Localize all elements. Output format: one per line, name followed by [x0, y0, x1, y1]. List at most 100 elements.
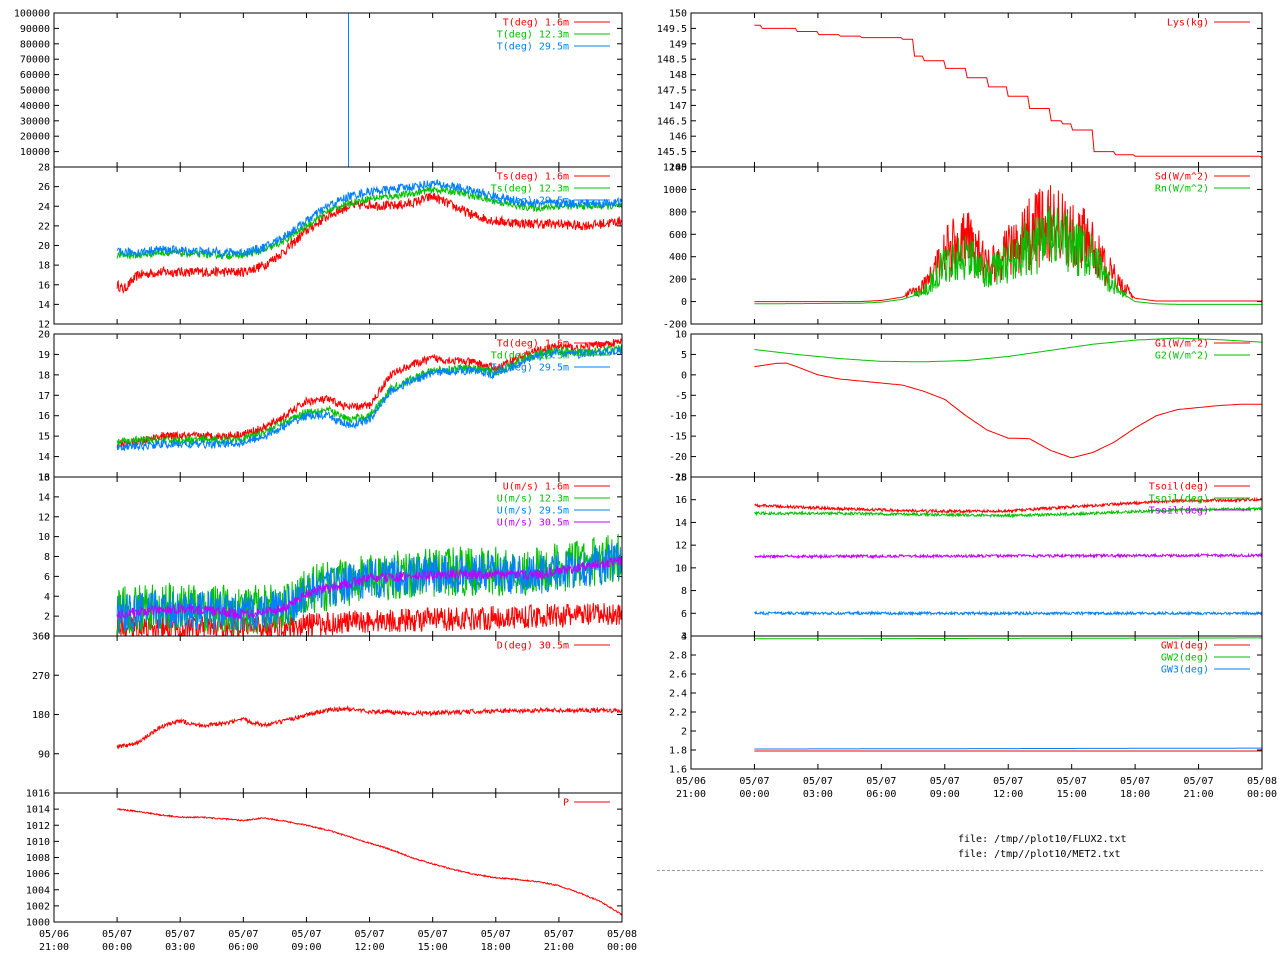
ytick-label-P: 1004	[26, 885, 50, 896]
ytick-label-Lys: 148.5	[657, 55, 687, 66]
panel-frame-Sd	[690, 166, 1263, 325]
legend-label: Tsoil(deg)	[1149, 482, 1209, 493]
xtick-date-label: 05/07	[355, 929, 385, 940]
legend-label: T(deg) 29.5m	[497, 42, 569, 53]
ytick-label-Ts: 16	[38, 280, 50, 291]
xtick-date-label: 05/07	[1057, 776, 1087, 787]
xtick-date-label: 05/07	[291, 929, 321, 940]
xtick-time-label: 09:00	[930, 789, 960, 800]
panel-G: -25 -20 -15 -10 -5 0 5 10 G1(W/m^2)G2(W/m^2)	[669, 330, 1263, 484]
series-line	[754, 496, 1262, 515]
legend-label: T(deg) 12.3m	[497, 30, 569, 41]
xtick-date-label: 05/07	[866, 776, 896, 787]
legend-label: T(deg) 1.6m	[503, 18, 569, 29]
ytick-label-D: 90	[38, 749, 50, 760]
series-Td-0	[116, 337, 622, 449]
ytick-label-U: 12	[38, 512, 50, 523]
xtick-time-label: 06:00	[228, 942, 258, 953]
ytick-label-T: 70000	[20, 55, 50, 66]
series-Ts-1	[116, 185, 622, 261]
panel-Lys: 145 145.5 146 146.5 147 147.5 148 148.5 149 149.5…	[657, 9, 1263, 174]
panel-T: 10000 20000 30000 40000 50000 60000 70000 80000…	[14, 9, 623, 168]
ytick-label-P: 1010	[26, 837, 50, 848]
series-GW-1	[754, 637, 1262, 640]
series-Tsoil-1	[754, 505, 1262, 519]
series-line	[116, 185, 622, 261]
xtick-time-label: 00:00	[607, 942, 637, 953]
legend-label: G2(W/m^2)	[1155, 351, 1209, 362]
ytick-label-Ts: 26	[38, 182, 50, 193]
panel-frame-Lys	[690, 12, 1263, 168]
series-Sd-1	[754, 205, 1262, 305]
xtick-date-label: 05/07	[544, 929, 574, 940]
footer-divider	[657, 870, 1263, 871]
ytick-label-P: 1014	[26, 805, 50, 816]
ytick-label-Sd: 800	[669, 207, 687, 218]
xtick-date-label: 05/06	[676, 776, 706, 787]
series-line	[754, 610, 1262, 617]
series-line	[116, 704, 622, 750]
file-label-flux: file: /tmp//plot10/FLUX2.txt	[958, 834, 1127, 845]
ytick-label-U: 6	[44, 572, 50, 583]
xtick-time-label: 12:00	[993, 789, 1023, 800]
ytick-label-U: 2	[44, 612, 50, 623]
panel-Tsoil: 4681012141618Tsoil(deg)Tsoil(deg)Tsoil(d…	[675, 473, 1263, 643]
legend-label: Td(deg) 1.6m	[497, 339, 569, 350]
legend-label: U(m/s) 12.3m	[497, 494, 569, 505]
series-G-0	[754, 362, 1262, 459]
ytick-label-Ts: 22	[38, 221, 50, 232]
series-line	[116, 337, 622, 449]
series-Tsoil-2	[754, 552, 1262, 560]
panel-frame-P	[53, 792, 623, 923]
xtick-time-label: 21:00	[1184, 789, 1214, 800]
ytick-label-GW: 2.4	[669, 689, 687, 700]
xtick-time-label: 15:00	[1057, 789, 1087, 800]
legend-label: G1(W/m^2)	[1155, 339, 1209, 350]
legend-label: Tsoil(deg)	[1149, 494, 1209, 505]
series-line	[754, 185, 1262, 303]
ytick-label-P: 1016	[26, 789, 50, 800]
legend-label: U(m/s) 30.5m	[497, 518, 569, 529]
ytick-label-Ts: 20	[38, 241, 50, 252]
ytick-label-P: 1006	[26, 869, 50, 880]
ytick-label-GW: 2.8	[669, 651, 687, 662]
ytick-label-Td: 17	[38, 391, 50, 402]
legend-label: GW2(deg)	[1161, 653, 1209, 664]
legend-label: U(m/s) 1.6m	[503, 482, 569, 493]
series-Ts-2	[116, 179, 622, 258]
legend-label: P	[563, 798, 569, 809]
xtick-time-label: 06:00	[866, 789, 896, 800]
ytick-label-Ts: 24	[38, 202, 50, 213]
ytick-label-T: 50000	[20, 86, 50, 97]
xtick-date-label: 05/07	[993, 776, 1023, 787]
xtick-date-label: 05/08	[607, 929, 637, 940]
ytick-label-GW: 2.6	[669, 670, 687, 681]
ytick-label-Sd: 600	[669, 230, 687, 241]
series-P-0	[116, 808, 622, 916]
series-Sd-0	[754, 185, 1262, 303]
ytick-label-U: 16	[38, 473, 50, 484]
legend-label: U(m/s) 29.5m	[497, 506, 569, 517]
xtick-date-label: 05/07	[930, 776, 960, 787]
xtick-time-label: 00:00	[102, 942, 132, 953]
ytick-label-Tsoil: 4	[681, 632, 687, 643]
xtick-time-label: 15:00	[418, 942, 448, 953]
ytick-label-Ts: 14	[38, 300, 50, 311]
series-GW-2	[754, 747, 1262, 750]
ytick-label-Td: 20	[38, 330, 50, 341]
xtick-date-label: 05/07	[165, 929, 195, 940]
ytick-label-U: 0	[44, 632, 50, 643]
ytick-label-Ts: 28	[38, 163, 50, 174]
ytick-label-Td: 18	[38, 370, 50, 381]
ytick-label-P: 1000	[26, 918, 50, 929]
panel-Sd: -200 0 200 400 600 800 1000 1200 Sd(W/m^2)Rn(W/m…	[663, 163, 1263, 331]
xtick-time-label: 18:00	[1120, 789, 1150, 800]
ytick-label-G: 0	[681, 370, 687, 381]
ytick-label-Td: 16	[38, 411, 50, 422]
ytick-label-P: 1008	[26, 853, 50, 864]
ytick-label-T: 80000	[20, 39, 50, 50]
ytick-label-Ts: 12	[38, 320, 50, 331]
series-line	[754, 205, 1262, 305]
